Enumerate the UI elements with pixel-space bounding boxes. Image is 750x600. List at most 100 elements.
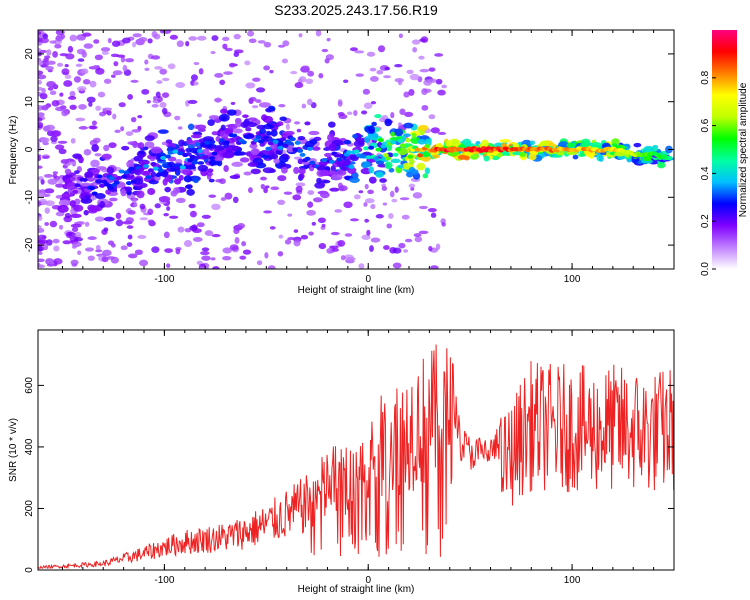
spectrogram-xtick-label: 100 — [564, 274, 581, 285]
spectrogram-blob — [159, 68, 168, 75]
spectrogram-blob — [403, 122, 414, 129]
spectrogram-blob — [120, 188, 127, 197]
spectrogram-blob — [196, 222, 205, 228]
spectrogram-blob — [375, 171, 384, 178]
spectrogram-ridge-blob — [353, 149, 360, 154]
spectrogram-blob — [262, 124, 274, 130]
spectrogram-blob — [499, 138, 511, 143]
spectrogram-blob — [150, 146, 163, 154]
spectrogram-blob — [86, 96, 96, 103]
spectrogram-blob — [340, 255, 346, 261]
spectrogram-blob — [419, 68, 430, 73]
spectrogram-ridge-blob — [282, 143, 289, 148]
spectrogram-blob — [287, 236, 296, 241]
spectrogram-blob — [397, 79, 403, 86]
spectrogram-blob — [203, 151, 210, 156]
spectrogram-blob — [321, 48, 329, 53]
spectrogram-ridge-blob — [108, 176, 115, 181]
spectrogram-blob — [38, 224, 42, 230]
snr-series-line — [38, 344, 674, 570]
spectrogram-blob — [197, 164, 209, 172]
spectrogram-blob — [70, 259, 79, 266]
spectrogram-blob — [281, 58, 289, 64]
spectrogram-blob — [69, 34, 78, 42]
spectrogram-blob — [84, 194, 91, 201]
spectrogram-blob — [397, 122, 402, 127]
spectrogram-blob — [46, 60, 56, 65]
spectrogram-blob — [316, 177, 322, 184]
spectrogram-blob — [224, 192, 233, 200]
spectrogram-blob — [137, 234, 147, 239]
spectrogram-ridge-blob — [165, 154, 172, 159]
spectrogram-ridge-blob — [417, 153, 424, 158]
spectrogram-blob — [103, 144, 110, 152]
spectrogram-ridge-blob — [81, 177, 88, 182]
spectrogram-blob — [268, 266, 274, 269]
spectrogram-blob — [132, 140, 138, 149]
spectrogram-blob — [228, 62, 236, 68]
spectrogram-blob — [328, 143, 337, 152]
spectrogram-blob — [269, 69, 274, 74]
spectrogram-blob — [69, 104, 77, 110]
spectrogram-blob — [652, 144, 659, 149]
spectrogram-blob — [379, 178, 387, 183]
spectrogram-blob — [40, 179, 45, 185]
spectrogram-ridge-blob — [216, 146, 223, 151]
spectrogram-blob — [210, 257, 216, 261]
spectrogram-blob — [364, 218, 370, 223]
spectrogram-blob — [38, 165, 43, 169]
spectrogram-blob — [38, 105, 43, 112]
spectrogram-blob — [416, 162, 426, 171]
spectrogram-blob — [388, 213, 394, 220]
spectrogram-blob — [109, 197, 118, 202]
spectrogram-blob — [430, 212, 437, 218]
spectrogram-blob — [126, 160, 135, 169]
spectrogram-ridge-blob — [211, 151, 218, 156]
spectrogram-blob — [72, 153, 83, 159]
spectrogram-blob — [132, 33, 142, 38]
spectrogram-blob — [61, 68, 70, 75]
spectrogram-ridge-blob — [336, 157, 343, 162]
snr-ytick-label: 0 — [24, 567, 35, 573]
spectrogram-blob — [38, 70, 44, 76]
spectrogram-blob — [383, 75, 391, 79]
spectrogram-blob — [229, 175, 241, 180]
spectrogram-blob — [432, 154, 441, 159]
spectrogram-blob — [297, 158, 304, 165]
spectrogram-x-ticks: -100 0 100 — [61, 30, 675, 285]
spectrogram-blob — [159, 101, 167, 108]
spectrogram-ridge-blob — [103, 182, 110, 187]
spectrogram-blob — [269, 168, 276, 173]
spectrogram-blob — [71, 226, 79, 232]
spectrogram-blob — [147, 208, 154, 215]
spectrogram-blob — [364, 136, 370, 144]
spectrogram-blob — [512, 151, 523, 156]
spectrogram-blob — [162, 30, 172, 34]
spectrogram-blob — [245, 126, 252, 132]
spectrogram-blob — [239, 255, 247, 260]
spectrogram-blob — [364, 183, 369, 190]
spectrogram-blob — [137, 115, 143, 119]
spectrogram-blob — [424, 167, 431, 175]
spectrogram-blob — [99, 201, 106, 209]
spectrogram-blob — [422, 173, 429, 179]
spectrogram-blob — [187, 99, 198, 105]
spectrogram-blob — [233, 228, 240, 235]
spectrogram-ylabel: Frequency (Hz) — [8, 116, 19, 185]
spectrogram-ridge-blob — [262, 135, 269, 140]
spectrogram-ridge-blob — [275, 150, 282, 155]
spectrogram-blob — [113, 61, 119, 67]
spectrogram-blob — [298, 168, 306, 175]
spectrogram-blob — [290, 71, 298, 75]
spectrogram-ridge-blob — [113, 180, 120, 185]
colorbar-tick-label: 0.2 — [700, 214, 711, 228]
spectrogram-blob — [77, 250, 82, 256]
spectrogram-blob — [95, 249, 103, 253]
spectrogram-blob — [383, 245, 390, 250]
spectrogram-blob — [201, 247, 210, 252]
spectrogram-blob — [462, 138, 472, 146]
spectrogram-blob — [234, 236, 240, 244]
spectrogram-blob — [97, 91, 106, 98]
spectrogram-ridge-blob — [365, 155, 372, 160]
spectrogram-blob — [190, 74, 198, 82]
